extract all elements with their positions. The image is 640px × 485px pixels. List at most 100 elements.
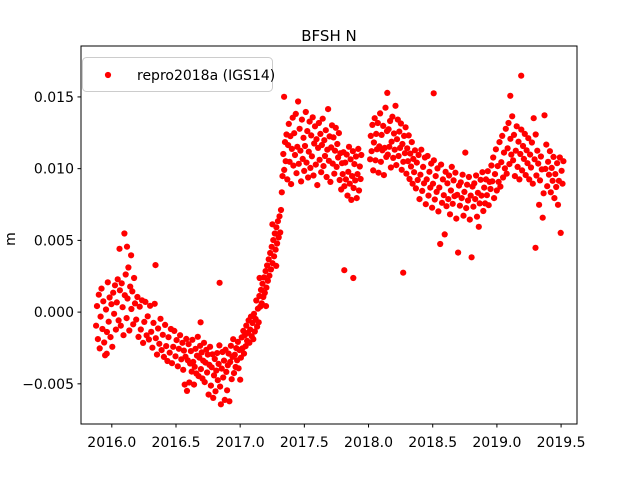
data-point xyxy=(436,184,443,191)
data-point xyxy=(96,345,103,352)
data-point xyxy=(111,282,119,289)
data-point xyxy=(309,114,316,121)
data-point xyxy=(527,151,534,158)
data-point xyxy=(286,158,293,165)
data-point xyxy=(472,196,479,203)
data-point xyxy=(414,176,421,184)
data-point xyxy=(271,230,278,237)
data-point xyxy=(464,181,471,188)
data-point xyxy=(535,160,542,167)
data-point xyxy=(116,245,123,252)
data-point xyxy=(336,176,343,184)
legend-marker-icon xyxy=(104,71,112,79)
data-point xyxy=(281,93,288,100)
data-point xyxy=(101,339,108,346)
data-point xyxy=(396,128,403,135)
data-point xyxy=(98,285,105,292)
data-point xyxy=(349,173,356,180)
data-point xyxy=(230,370,238,377)
data-point xyxy=(464,197,472,204)
data-point xyxy=(407,150,414,157)
data-point xyxy=(208,364,215,371)
data-point xyxy=(191,363,198,370)
data-point xyxy=(301,142,309,150)
data-point xyxy=(321,137,328,144)
data-point xyxy=(216,342,223,349)
data-point xyxy=(527,164,535,171)
data-point xyxy=(170,343,177,350)
data-point xyxy=(285,120,292,127)
data-point xyxy=(174,363,181,370)
data-point xyxy=(312,161,319,168)
data-point xyxy=(524,160,531,167)
data-point xyxy=(163,343,170,350)
data-point xyxy=(453,215,460,222)
data-point xyxy=(345,168,352,175)
data-point xyxy=(446,172,453,179)
y-tick-label: 0.015 xyxy=(34,90,74,106)
data-point xyxy=(207,343,214,350)
data-point xyxy=(308,132,315,139)
data-point xyxy=(177,332,184,339)
data-point xyxy=(369,121,376,128)
data-point xyxy=(498,159,505,166)
data-point xyxy=(503,170,510,177)
data-point xyxy=(462,149,469,156)
data-point xyxy=(189,336,196,343)
data-point xyxy=(133,316,140,323)
data-point xyxy=(468,254,475,261)
data-point xyxy=(541,112,548,119)
data-point xyxy=(192,345,199,352)
data-point xyxy=(171,327,178,334)
data-point xyxy=(103,350,110,357)
data-point xyxy=(387,164,394,171)
data-point xyxy=(159,331,166,338)
data-point xyxy=(230,336,237,343)
data-point xyxy=(518,126,525,133)
data-point xyxy=(511,173,518,180)
data-point xyxy=(142,298,149,305)
data-point xyxy=(317,130,324,137)
data-point xyxy=(456,202,463,209)
data-point xyxy=(490,154,497,161)
data-point xyxy=(445,196,452,203)
data-point xyxy=(99,325,106,333)
data-point xyxy=(377,110,384,117)
data-point xyxy=(306,118,313,125)
data-point xyxy=(542,165,549,172)
data-point xyxy=(291,130,298,137)
data-point xyxy=(521,130,528,137)
data-point xyxy=(539,214,546,221)
data-point xyxy=(323,173,330,181)
x-tick-label: 2016.0 xyxy=(87,435,136,451)
data-point xyxy=(131,274,138,282)
data-point xyxy=(404,158,411,165)
data-point xyxy=(301,167,308,174)
data-point xyxy=(422,201,429,208)
data-point xyxy=(305,174,312,181)
data-point xyxy=(452,169,459,176)
data-point xyxy=(316,156,323,163)
data-point xyxy=(438,161,445,168)
data-point xyxy=(197,319,204,326)
data-point xyxy=(149,344,156,351)
data-point xyxy=(493,187,500,194)
data-point xyxy=(547,189,554,196)
data-point xyxy=(537,153,545,160)
data-point xyxy=(288,181,295,188)
data-point xyxy=(507,135,514,142)
data-point xyxy=(166,349,173,356)
data-point xyxy=(458,195,465,202)
data-point xyxy=(224,387,231,394)
data-point xyxy=(459,171,466,178)
data-point xyxy=(342,176,349,183)
data-point xyxy=(112,326,119,333)
data-point xyxy=(217,383,224,390)
data-point xyxy=(485,202,492,209)
data-point xyxy=(234,338,241,345)
data-point xyxy=(554,201,562,208)
x-tick-label: 2018.0 xyxy=(344,435,393,451)
data-point xyxy=(298,116,305,123)
